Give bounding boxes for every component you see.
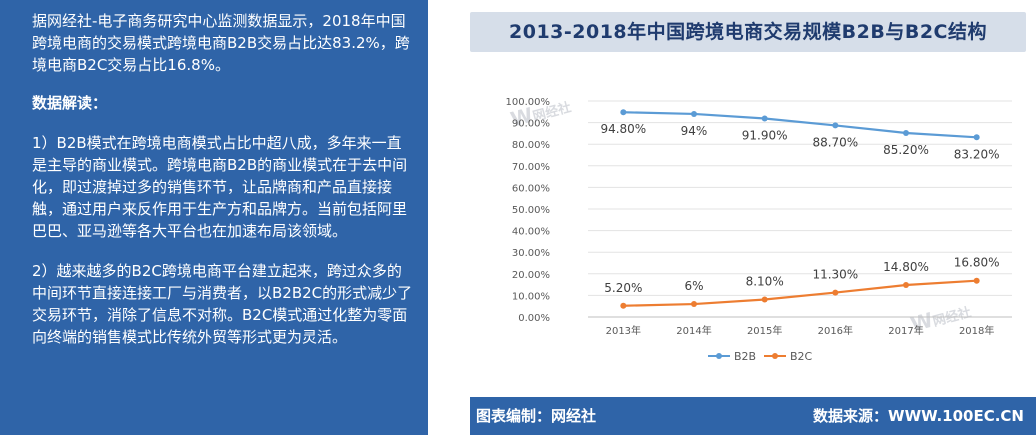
data-point-b2b <box>761 115 768 122</box>
legend-marker-b2b <box>716 353 722 359</box>
chart-title: 2013-2018年中国跨境电商交易规模B2B与B2C结构 <box>509 21 987 43</box>
y-tick-label: 40.00% <box>512 227 550 238</box>
x-tick-label: 2016年 <box>818 324 853 337</box>
y-tick-label: 0.00% <box>518 313 550 324</box>
chart-panel: 2013-2018年中国跨境电商交易规模B2B与B2C结构 W网经社 W网经社 … <box>460 0 1036 435</box>
data-point-b2c <box>761 296 768 303</box>
data-label-b2c: 14.80% <box>883 260 929 274</box>
series-line-b2b <box>623 111 977 139</box>
grid-layer <box>588 100 1012 318</box>
data-label-b2c: 11.30% <box>812 268 858 282</box>
x-tick-labels: 2013年 2014年 2015年 2016年 2017年 2018年 <box>606 324 995 337</box>
x-tick-label: 2018年 <box>959 324 994 337</box>
y-tick-label: 100.00% <box>506 97 551 108</box>
analysis-point-1: 1）B2B模式在跨境电商模式占比中超八成，多年来一直是主导的商业模式。跨境电商B… <box>32 134 408 240</box>
y-tick-label: 90.00% <box>512 119 550 130</box>
data-label-b2b: 85.20% <box>883 143 929 157</box>
x-tick-label: 2014年 <box>676 324 711 337</box>
data-point-b2b <box>691 110 697 117</box>
x-tick-label: 2017年 <box>888 324 923 337</box>
series-layer <box>620 109 980 309</box>
x-tick-label: 2015年 <box>747 324 782 337</box>
analysis-panel: 据网经社-电子商务研究中心监测数据显示，2018年中国跨境电商的交易模式跨境电商… <box>0 0 428 435</box>
data-point-b2c <box>973 277 980 284</box>
data-point-b2b <box>973 134 980 141</box>
y-tick-label: 30.00% <box>512 248 550 259</box>
y-tick-labels: 0.00% 10.00% 20.00% 30.00% 40.00% 50.00% 60.00… <box>506 97 551 324</box>
data-point-b2b <box>903 129 909 136</box>
intro-text: 据网经社-电子商务研究中心监测数据显示，2018年中国跨境电商的交易模式跨境电商… <box>32 12 410 74</box>
data-label-b2c: 6% <box>684 279 703 293</box>
legend: B2B B2C <box>708 350 813 363</box>
data-label-b2c: 16.80% <box>954 256 1000 270</box>
data-label-b2b: 83.20% <box>954 147 1000 161</box>
data-label-b2b: 88.70% <box>812 135 858 149</box>
data-labels: 94.80% 94% 91.90% 88.70% 85.20% 83.20% 5.20% 6%… <box>600 122 999 295</box>
footer-bar: 图表编制：网经社 数据来源：WWW.100EC.CN <box>470 397 1036 435</box>
data-label-b2b: 94% <box>681 124 708 138</box>
data-label-b2b: 91.90% <box>742 128 788 142</box>
data-label-b2c: 8.10% <box>746 275 784 289</box>
y-tick-label: 70.00% <box>512 162 550 173</box>
x-tick-label: 2013年 <box>606 324 641 337</box>
legend-label-b2c: B2C <box>790 350 813 363</box>
y-tick-label: 80.00% <box>512 140 550 151</box>
y-tick-label: 20.00% <box>512 270 550 281</box>
y-tick-label: 60.00% <box>512 183 550 194</box>
data-point-b2c <box>832 289 839 296</box>
analysis-heading: 数据解读： <box>32 94 108 112</box>
data-label-b2c: 5.20% <box>604 281 642 295</box>
data-point-b2c <box>620 302 627 309</box>
y-tick-label: 10.00% <box>512 291 550 302</box>
data-point-b2c <box>903 282 909 289</box>
legend-marker-b2c <box>772 353 778 359</box>
line-chart: 0.00% 10.00% 20.00% 30.00% 40.00% 50.00% 60.00… <box>506 97 1012 363</box>
footer-data-source: 数据来源：WWW.100EC.CN <box>813 407 1024 425</box>
analysis-point-2: 2）越来越多的B2C跨境电商平台建立起来，跨过众多的中间环节直接连接工厂与消费者… <box>32 262 413 346</box>
series-line-b2c <box>623 279 977 307</box>
data-label-b2b: 94.80% <box>600 122 646 136</box>
y-tick-label: 50.00% <box>512 205 550 216</box>
legend-label-b2b: B2B <box>734 350 756 363</box>
chart-title-bar: 2013-2018年中国跨境电商交易规模B2B与B2C结构 <box>470 12 1026 52</box>
data-point-b2b <box>620 109 627 116</box>
footer-source-compiler: 图表编制：网经社 <box>476 407 597 425</box>
data-point-b2c <box>691 301 697 308</box>
data-point-b2b <box>832 122 839 129</box>
